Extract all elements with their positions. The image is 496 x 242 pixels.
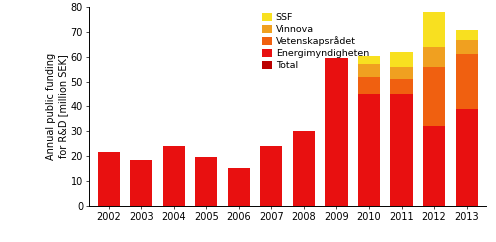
Bar	[358, 64, 380, 77]
Bar	[195, 157, 217, 206]
Bar	[163, 146, 185, 206]
Bar	[423, 12, 445, 47]
Bar	[390, 52, 413, 206]
Bar	[260, 146, 283, 206]
Bar	[455, 30, 478, 39]
Bar	[293, 131, 315, 206]
Bar	[293, 131, 315, 206]
Bar	[455, 54, 478, 109]
Bar	[358, 77, 380, 94]
Y-axis label: Annual public funding
for R&D [million SEK]: Annual public funding for R&D [million S…	[46, 53, 68, 160]
Bar	[195, 157, 217, 206]
Bar	[423, 12, 445, 206]
Bar	[390, 79, 413, 94]
Bar	[358, 94, 380, 206]
Bar	[163, 146, 185, 206]
Bar	[455, 39, 478, 54]
Bar	[358, 56, 380, 64]
Bar	[455, 30, 478, 206]
Bar	[260, 146, 283, 206]
Bar	[228, 168, 250, 206]
Bar	[228, 168, 250, 206]
Bar	[130, 160, 152, 206]
Bar	[423, 47, 445, 67]
Bar	[98, 152, 120, 206]
Bar	[130, 160, 152, 206]
Bar	[98, 152, 120, 206]
Bar	[423, 67, 445, 126]
Bar	[325, 58, 348, 206]
Bar	[325, 58, 348, 206]
Legend: SSF, Vinnova, Vetenskapsrådet, Energimyndigheten, Total: SSF, Vinnova, Vetenskapsrådet, Energimyn…	[261, 12, 370, 71]
Bar	[423, 126, 445, 206]
Bar	[455, 109, 478, 206]
Bar	[390, 52, 413, 67]
Bar	[358, 56, 380, 206]
Bar	[390, 67, 413, 79]
Bar	[390, 94, 413, 206]
